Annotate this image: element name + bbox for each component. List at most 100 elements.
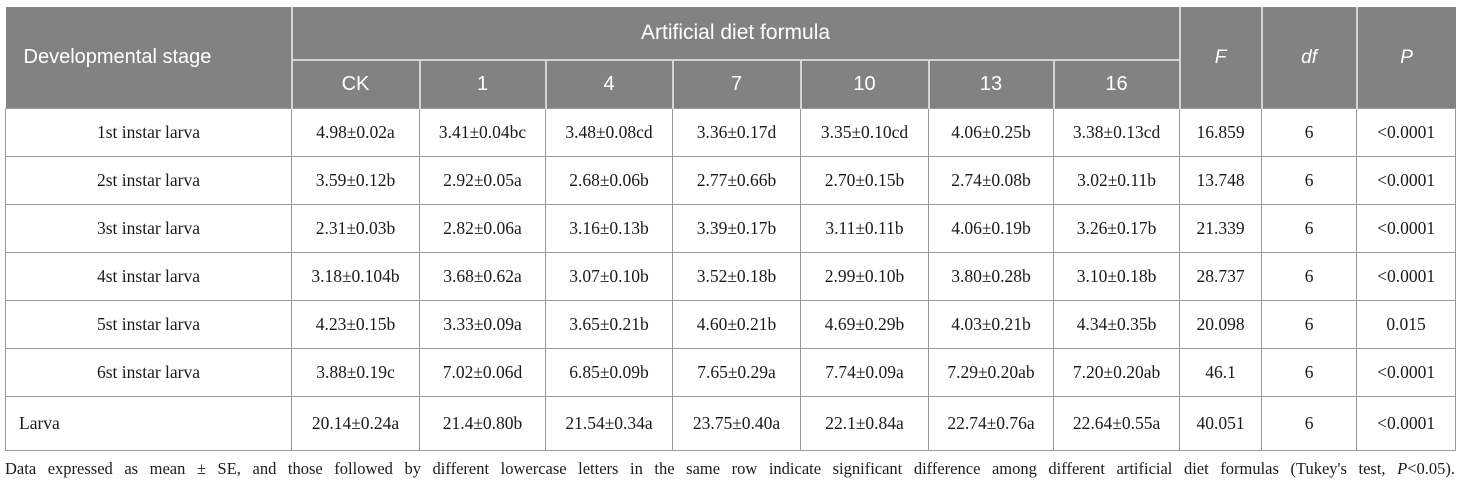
diet-value-cell: 2.99±0.10b: [800, 252, 929, 301]
footnote-text-end: <0.05).: [1407, 459, 1455, 478]
diet-value-cell: 22.74±0.76a: [928, 396, 1054, 451]
p-value-cell: <0.0001: [1356, 156, 1457, 205]
diet-value-cell: 3.02±0.11b: [1052, 156, 1181, 205]
diet-value-cell: 3.33±0.09a: [419, 300, 546, 349]
diet-value-cell: 4.98±0.02a: [291, 108, 420, 157]
header-f: F: [1178, 7, 1262, 109]
f-value-cell: 40.051: [1179, 396, 1263, 451]
stage-cell: 4st instar larva: [5, 252, 292, 301]
diet-value-cell: 4.06±0.25b: [928, 108, 1054, 157]
p-value-cell: <0.0001: [1356, 348, 1457, 397]
diet-value-cell: 2.74±0.08b: [928, 156, 1054, 205]
diet-value-cell: 2.31±0.03b: [291, 204, 420, 253]
diet-value-cell: 7.74±0.09a: [800, 348, 929, 397]
table-body: 1st instar larva 4.98±0.02a 3.41±0.04bc …: [5, 108, 1457, 451]
diet-value-cell: 3.48±0.08cd: [545, 108, 673, 157]
header-subcol-10: 10: [799, 60, 929, 109]
diet-value-cell: 2.82±0.06a: [419, 204, 546, 253]
diet-value-cell: 4.69±0.29b: [800, 300, 929, 349]
header-developmental-stage: Developmental stage: [5, 7, 292, 109]
p-value-cell: <0.0001: [1356, 204, 1457, 253]
diet-value-cell: 3.11±0.11b: [800, 204, 929, 253]
f-value-cell: 28.737: [1179, 252, 1263, 301]
header-subcol-4: 4: [544, 60, 673, 109]
header-subcol-16: 16: [1052, 60, 1180, 109]
diet-value-cell: 3.26±0.17b: [1052, 204, 1181, 253]
f-value-cell: 13.748: [1179, 156, 1263, 205]
table-row: 4st instar larva 3.18±0.104b 3.68±0.62a …: [5, 252, 1457, 301]
table-row: Larva 20.14±0.24a 21.4±0.80b 21.54±0.34a…: [5, 396, 1457, 451]
table-row: 3st instar larva 2.31±0.03b 2.82±0.06a 3…: [5, 204, 1457, 253]
diet-value-cell: 3.52±0.18b: [672, 252, 801, 301]
diet-value-cell: 2.77±0.66b: [672, 156, 801, 205]
diet-value-cell: 3.65±0.21b: [545, 300, 673, 349]
diet-value-cell: 4.23±0.15b: [291, 300, 420, 349]
diet-value-cell: 3.36±0.17d: [672, 108, 801, 157]
diet-value-cell: 22.64±0.55a: [1052, 396, 1181, 451]
stage-cell: 6st instar larva: [5, 348, 292, 397]
diet-value-cell: 3.07±0.10b: [545, 252, 673, 301]
diet-value-cell: 23.75±0.40a: [672, 396, 801, 451]
diet-value-cell: 3.59±0.12b: [291, 156, 420, 205]
f-value-cell: 21.339: [1179, 204, 1263, 253]
diet-value-cell: 7.20±0.20ab: [1052, 348, 1181, 397]
diet-value-cell: 2.70±0.15b: [800, 156, 929, 205]
df-value-cell: 6: [1261, 348, 1358, 397]
diet-value-cell: 4.03±0.21b: [928, 300, 1054, 349]
header-p: P: [1355, 7, 1456, 109]
stage-cell: Larva: [5, 396, 292, 451]
diet-value-cell: 7.02±0.06d: [419, 348, 546, 397]
header-subcol-13: 13: [927, 60, 1054, 109]
diet-value-cell: 3.39±0.17b: [672, 204, 801, 253]
diet-value-cell: 21.4±0.80b: [419, 396, 546, 451]
p-value-cell: 0.015: [1356, 300, 1457, 349]
diet-value-cell: 4.06±0.19b: [928, 204, 1054, 253]
diet-value-cell: 7.65±0.29a: [672, 348, 801, 397]
df-value-cell: 6: [1261, 108, 1358, 157]
stage-cell: 1st instar larva: [5, 108, 292, 157]
p-value-cell: <0.0001: [1356, 108, 1457, 157]
diet-value-cell: 3.41±0.04bc: [419, 108, 546, 157]
developmental-stage-table: Developmental stage Artificial diet form…: [5, 7, 1457, 451]
diet-value-cell: 3.88±0.19c: [291, 348, 420, 397]
diet-value-cell: 4.60±0.21b: [672, 300, 801, 349]
table-row: 5st instar larva 4.23±0.15b 3.33±0.09a 3…: [5, 300, 1457, 349]
footnote-p-symbol: P: [1397, 459, 1408, 478]
p-value-cell: <0.0001: [1356, 396, 1457, 451]
f-value-cell: 20.098: [1179, 300, 1263, 349]
diet-value-cell: 3.16±0.13b: [545, 204, 673, 253]
diet-value-cell: 3.68±0.62a: [419, 252, 546, 301]
header-subcol-7: 7: [671, 60, 801, 109]
diet-value-cell: 3.38±0.13cd: [1052, 108, 1181, 157]
table-footnote: Data expressed as mean ± SE, and those f…: [5, 451, 1455, 479]
diet-value-cell: 4.34±0.35b: [1052, 300, 1181, 349]
df-value-cell: 6: [1261, 156, 1358, 205]
header-artificial-diet-formula: Artificial diet formula: [290, 7, 1180, 61]
stage-cell: 5st instar larva: [5, 300, 292, 349]
stage-cell: 3st instar larva: [5, 204, 292, 253]
diet-value-cell: 2.92±0.05a: [419, 156, 546, 205]
df-value-cell: 6: [1261, 204, 1358, 253]
header-df: df: [1260, 7, 1357, 109]
diet-value-cell: 20.14±0.24a: [291, 396, 420, 451]
df-value-cell: 6: [1261, 252, 1358, 301]
table-row: 2st instar larva 3.59±0.12b 2.92±0.05a 2…: [5, 156, 1457, 205]
f-value-cell: 46.1: [1179, 348, 1263, 397]
diet-value-cell: 6.85±0.09b: [545, 348, 673, 397]
diet-value-cell: 3.80±0.28b: [928, 252, 1054, 301]
table-header: Developmental stage Artificial diet form…: [5, 7, 1456, 109]
header-subcol-1: 1: [418, 60, 546, 109]
diet-value-cell: 3.10±0.18b: [1052, 252, 1181, 301]
df-value-cell: 6: [1261, 396, 1358, 451]
diet-value-cell: 3.35±0.10cd: [800, 108, 929, 157]
table-row: 1st instar larva 4.98±0.02a 3.41±0.04bc …: [5, 108, 1457, 157]
f-value-cell: 16.859: [1179, 108, 1263, 157]
df-value-cell: 6: [1261, 300, 1358, 349]
diet-value-cell: 2.68±0.06b: [545, 156, 673, 205]
stage-cell: 2st instar larva: [5, 156, 292, 205]
p-value-cell: <0.0001: [1356, 252, 1457, 301]
table-row: 6st instar larva 3.88±0.19c 7.02±0.06d 6…: [5, 348, 1457, 397]
footnote-text: Data expressed as mean ± SE, and those f…: [5, 459, 1398, 478]
diet-value-cell: 3.18±0.104b: [291, 252, 420, 301]
